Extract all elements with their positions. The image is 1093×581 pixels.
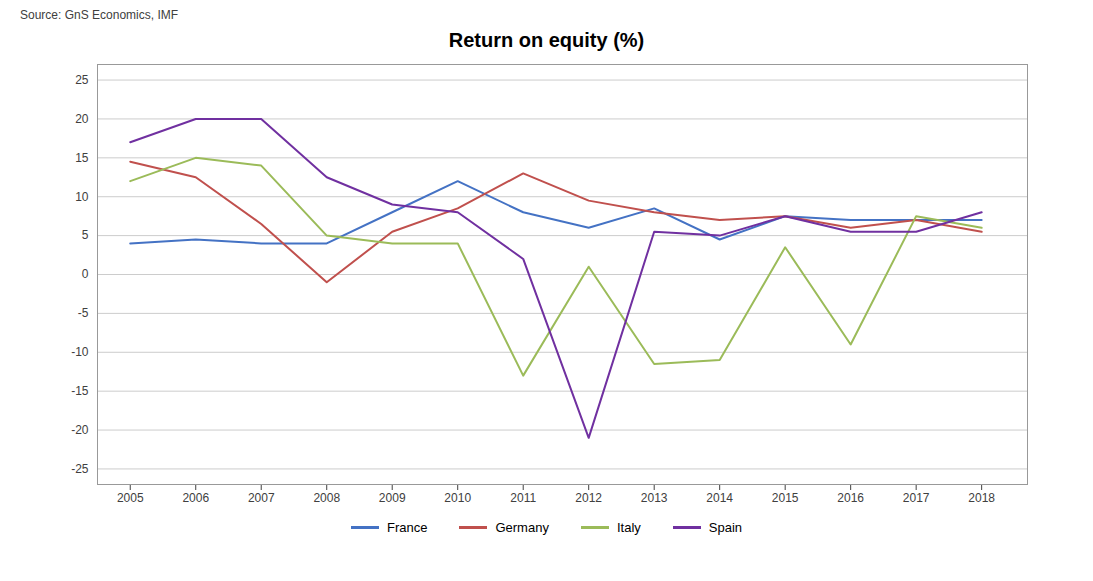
svg-text:-15: -15 [71, 384, 89, 398]
html-text:France: France [387, 520, 428, 535]
svg-text:-10: -10 [71, 345, 89, 359]
svg-text:2010: 2010 [444, 491, 471, 505]
svg-text:2007: 2007 [247, 491, 274, 505]
svg-text:2018: 2018 [968, 491, 995, 505]
svg-text:2012: 2012 [575, 491, 602, 505]
svg-text:2013: 2013 [640, 491, 667, 505]
svg-text:2008: 2008 [313, 491, 340, 505]
svg-text:-5: -5 [77, 306, 88, 320]
svg-text:2009: 2009 [378, 491, 405, 505]
svg-text:2005: 2005 [116, 491, 143, 505]
svg-text:2016: 2016 [837, 491, 864, 505]
svg-text:2017: 2017 [902, 491, 929, 505]
html-text:Italy: Italy [616, 520, 641, 535]
svg-text:2015: 2015 [771, 491, 798, 505]
svg-text:0: 0 [81, 267, 88, 281]
svg-text:-20: -20 [71, 423, 89, 437]
html-text:Source: GnS Economics, IMF: Source: GnS Economics, IMF [20, 8, 179, 22]
svg-text:25: 25 [75, 73, 89, 87]
svg-text:15: 15 [75, 151, 89, 165]
svg-text:2011: 2011 [510, 491, 536, 505]
svg-text:20: 20 [75, 112, 89, 126]
svg-text:10: 10 [75, 190, 89, 204]
html-text:Spain: Spain [708, 520, 742, 535]
svg-text:5: 5 [81, 228, 88, 242]
svg-text:2014: 2014 [706, 491, 733, 505]
svg-text:-25: -25 [71, 462, 89, 476]
html-text:Return on equity (%): Return on equity (%) [448, 29, 645, 51]
svg-text:2006: 2006 [182, 491, 209, 505]
html-text:Germany: Germany [495, 520, 549, 535]
